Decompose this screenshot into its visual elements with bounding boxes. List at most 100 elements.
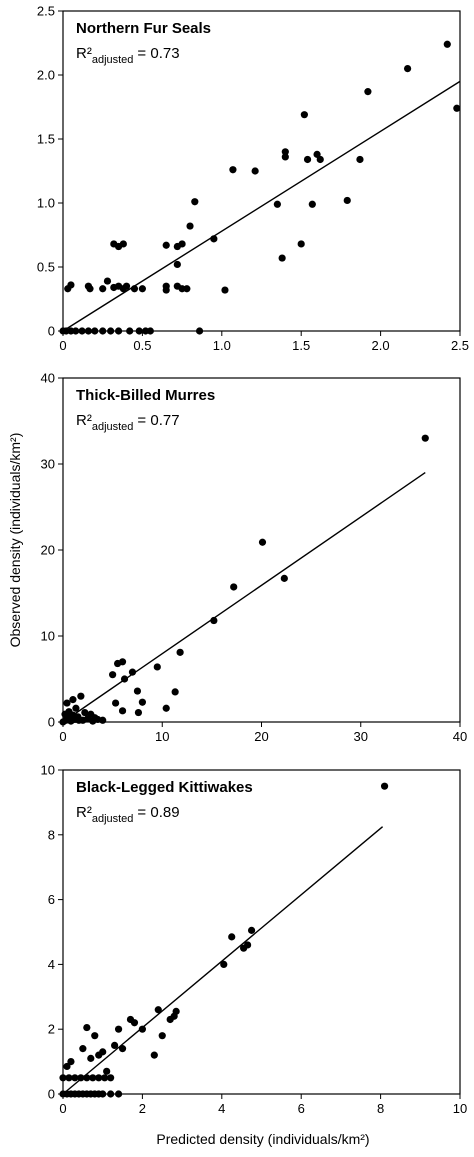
data-point <box>111 1041 119 1049</box>
x-axis-label: Predicted density (individuals/km²) <box>156 1131 369 1147</box>
data-point <box>61 710 69 718</box>
data-point <box>278 254 286 262</box>
data-point <box>67 281 75 289</box>
y-tick-label: 2.0 <box>37 68 55 83</box>
data-point <box>114 327 123 335</box>
y-tick-label: 30 <box>41 457 55 472</box>
data-point <box>77 692 85 700</box>
data-point <box>308 200 316 208</box>
x-tick-label: 10 <box>453 1101 467 1116</box>
panel-title: Northern Fur Seals <box>76 20 211 37</box>
data-point <box>126 327 134 335</box>
data-point <box>146 327 154 335</box>
data-point <box>453 104 461 112</box>
data-point <box>183 285 191 293</box>
data-point <box>186 222 194 230</box>
data-point <box>112 699 120 707</box>
data-point <box>251 167 259 175</box>
x-tick-label: 2 <box>139 1101 146 1116</box>
x-tick-label: 8 <box>377 1101 384 1116</box>
data-point <box>229 166 237 174</box>
panel-title: Black-Legged Kittiwakes <box>76 779 253 796</box>
data-point <box>83 1023 91 1032</box>
data-point <box>109 671 117 679</box>
data-point <box>297 240 305 248</box>
data-point <box>403 65 412 73</box>
x-tick-label: 2.0 <box>372 338 390 353</box>
data-point <box>83 1074 91 1082</box>
data-point <box>67 1058 75 1066</box>
x-tick-label: 0 <box>59 1101 66 1116</box>
data-point <box>77 1074 85 1082</box>
data-point <box>95 1074 103 1082</box>
data-point <box>107 327 115 335</box>
data-point <box>195 327 204 335</box>
data-point <box>65 1074 73 1082</box>
data-point <box>303 155 312 164</box>
data-point <box>72 327 80 335</box>
data-point <box>356 155 364 164</box>
data-point <box>101 1074 109 1082</box>
data-point <box>79 1045 87 1053</box>
data-point <box>78 327 86 335</box>
data-point <box>72 704 80 712</box>
data-point <box>191 198 199 206</box>
x-tick-label: 20 <box>254 729 268 744</box>
y-tick-label: 0.5 <box>37 260 55 275</box>
data-point <box>421 434 429 442</box>
data-point <box>103 277 112 285</box>
data-point <box>84 327 93 335</box>
data-point <box>178 240 186 248</box>
y-tick-label: 8 <box>48 827 55 842</box>
data-point <box>138 1025 146 1033</box>
data-point <box>118 707 127 715</box>
data-point <box>114 1025 123 1033</box>
data-point <box>230 583 238 591</box>
data-point <box>128 668 137 676</box>
data-point <box>162 282 170 290</box>
x-tick-label: 30 <box>354 729 368 744</box>
data-point <box>281 148 289 156</box>
data-point <box>280 574 288 582</box>
data-point <box>59 1074 67 1082</box>
data-point <box>118 658 127 666</box>
data-point <box>176 648 184 656</box>
x-tick-label: 0.5 <box>133 338 151 353</box>
plot-frame <box>62 10 461 332</box>
x-tick-label: 6 <box>298 1101 305 1116</box>
data-point <box>107 1074 115 1082</box>
data-point <box>91 1032 99 1040</box>
data-point <box>63 1062 71 1071</box>
data-point <box>171 688 179 696</box>
data-point <box>210 235 218 243</box>
y-tick-label: 2 <box>48 1022 55 1037</box>
data-point <box>91 714 99 722</box>
data-point <box>228 933 236 941</box>
data-point <box>107 1090 115 1098</box>
x-tick-label: 10 <box>155 729 169 744</box>
data-point <box>162 704 170 712</box>
plot-frame <box>62 769 461 1095</box>
x-tick-label: 4 <box>218 1101 225 1116</box>
data-point <box>210 616 218 625</box>
data-point <box>244 941 252 949</box>
data-point <box>134 708 143 717</box>
data-point <box>158 1032 166 1040</box>
y-tick-label: 10 <box>41 763 55 778</box>
data-point <box>130 285 139 293</box>
x-tick-label: 40 <box>453 729 467 744</box>
data-point <box>118 1045 127 1053</box>
data-point <box>120 675 129 683</box>
data-point <box>69 696 77 704</box>
data-point <box>150 1051 158 1059</box>
y-tick-label: 20 <box>41 543 55 558</box>
data-point <box>247 926 256 934</box>
panel-3: 0 2 4 6 8 10 0 2 4 6 8 10 Black-Legged Kittiwakes R²a… <box>41 763 468 1117</box>
y-tick-label: 4 <box>48 957 55 972</box>
data-point <box>380 782 389 790</box>
data-point <box>89 1074 97 1082</box>
data-point <box>99 327 107 335</box>
y-tick-label: 0 <box>48 324 55 339</box>
data-point <box>138 285 146 293</box>
y-tick-label: 2.5 <box>37 4 55 19</box>
